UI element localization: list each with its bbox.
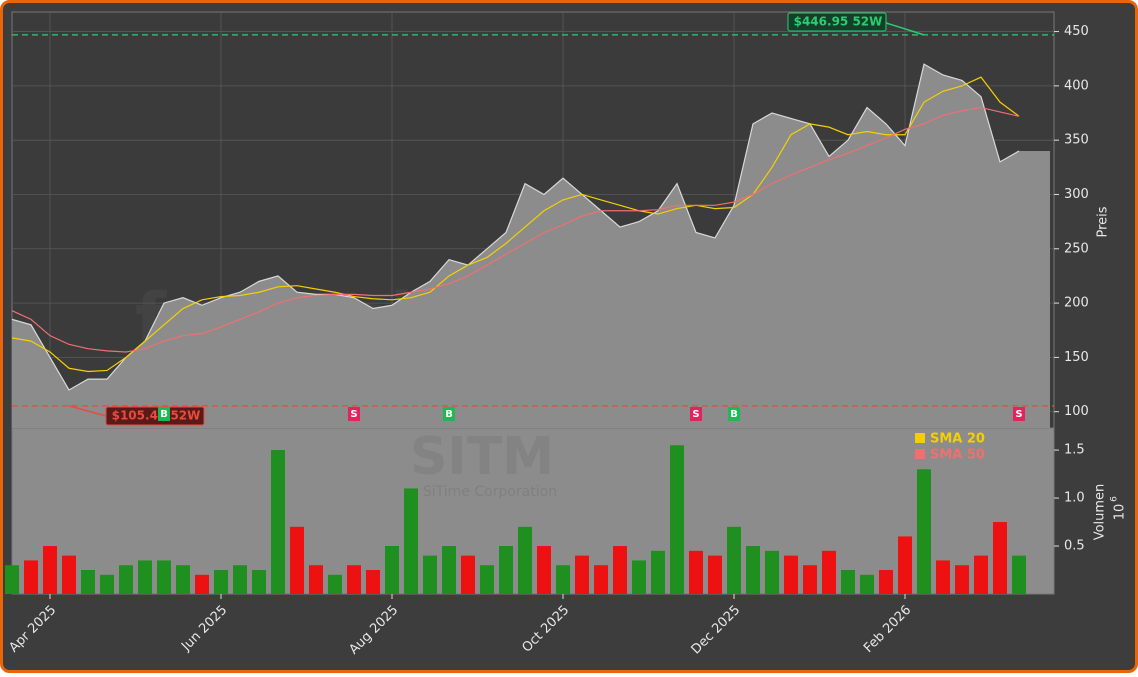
- y-tick-label: 400: [1064, 78, 1089, 93]
- signal-label: B: [160, 409, 168, 420]
- volume-bar: [328, 574, 342, 594]
- volume-bar: [632, 560, 646, 594]
- annotation-label: $105.40 52W: [112, 409, 201, 423]
- volume-bar: [214, 570, 228, 594]
- volume-bar: [252, 570, 266, 594]
- volume-bar: [765, 550, 779, 594]
- sma-line: [11, 106, 1020, 353]
- volume-bar: [233, 565, 247, 594]
- annotation-box: [105, 406, 205, 426]
- volume-bar: [480, 565, 494, 594]
- volume-bar: [62, 555, 76, 594]
- volume-bar: [860, 574, 874, 594]
- volume-bar: [5, 565, 19, 594]
- volume-bar: [803, 565, 817, 594]
- volume-bar: [708, 555, 722, 594]
- legend-swatch: [915, 449, 925, 459]
- volume-bar: [271, 450, 285, 594]
- y-tick-label: 0.5: [1064, 539, 1085, 554]
- volume-bar: [594, 565, 608, 594]
- volume-bar: [461, 555, 475, 594]
- volume-bar: [385, 546, 399, 594]
- volume-bar: [689, 550, 703, 594]
- volume-bar: [176, 565, 190, 594]
- volume-bar: [119, 565, 133, 594]
- volume-bar: [917, 469, 931, 594]
- sma-line: [11, 76, 1020, 373]
- volume-bar: [366, 570, 380, 594]
- y-tick-label: 1.5: [1064, 443, 1085, 458]
- y-tick-label: 250: [1064, 241, 1089, 256]
- legend-swatch: [915, 433, 925, 443]
- signal-label: S: [692, 409, 699, 420]
- y-tick-label: 350: [1064, 133, 1089, 148]
- volume-bar: [841, 570, 855, 594]
- volume-bar: [442, 546, 456, 594]
- volume-bar: [309, 565, 323, 594]
- legend-label: SMA 50: [930, 448, 985, 463]
- volume-bar: [575, 555, 589, 594]
- volume-bar: [955, 565, 969, 594]
- volume-bar: [670, 445, 684, 594]
- watermark: SITM: [410, 427, 554, 487]
- volume-bar: [423, 555, 437, 594]
- signal-marker: [158, 407, 170, 421]
- volume-bar: [936, 560, 950, 594]
- legend-label: SMA 20: [930, 432, 985, 447]
- volume-bar: [784, 555, 798, 594]
- annotation-box: [787, 12, 887, 32]
- volume-bar: [290, 526, 304, 594]
- volume-bar: [157, 560, 171, 594]
- volume-bar: [879, 570, 893, 594]
- signal-marker: [348, 407, 360, 421]
- volume-bar: [537, 546, 551, 594]
- y-tick-label: 150: [1064, 350, 1089, 365]
- volume-exponent-power: 6: [1110, 496, 1120, 502]
- price-area: [12, 64, 1050, 428]
- volume-bar: [24, 560, 38, 594]
- signal-label: S: [1015, 409, 1022, 420]
- volume-bar: [1012, 555, 1026, 594]
- watermark: SiTime Corporation: [423, 484, 557, 500]
- annotation-arrow: [882, 21, 925, 36]
- volume-bar: [81, 570, 95, 594]
- signal-label: S: [350, 409, 357, 420]
- y-tick-label: 1.0: [1064, 491, 1085, 506]
- volume-bar: [613, 546, 627, 594]
- y-tick-label: 100: [1064, 404, 1089, 419]
- volume-bar: [518, 526, 532, 594]
- volume-axis-label: Volumen: [1093, 484, 1108, 541]
- y-tick-label: 200: [1064, 296, 1089, 311]
- y-axis-label: Preis: [1096, 206, 1111, 237]
- volume-bar: [195, 574, 209, 594]
- volume-bar: [651, 550, 665, 594]
- volume-bar: [974, 555, 988, 594]
- volume-bar: [727, 526, 741, 594]
- volume-bar: [499, 546, 513, 594]
- volume-bar: [347, 565, 361, 594]
- volume-bar: [746, 546, 760, 594]
- volume-bar: [138, 560, 152, 594]
- y-tick-label: 450: [1064, 24, 1089, 39]
- y-tick-label: 300: [1064, 187, 1089, 202]
- volume-exponent: 10: [1113, 504, 1128, 521]
- signal-marker: [1013, 407, 1025, 421]
- volume-bar: [993, 522, 1007, 594]
- volume-bar: [404, 488, 418, 594]
- volume-bar: [43, 546, 57, 594]
- signal-label: B: [445, 409, 453, 420]
- signal-marker: [728, 407, 740, 421]
- annotation-arrow: [68, 405, 107, 417]
- signal-marker: [690, 407, 702, 421]
- volume-bar: [898, 536, 912, 594]
- annotation-label: $446.95 52W: [794, 15, 883, 29]
- signal-marker: [443, 407, 455, 421]
- signal-label: B: [730, 409, 738, 420]
- volume-bar: [556, 565, 570, 594]
- volume-bar: [100, 574, 114, 594]
- volume-bar: [822, 550, 836, 594]
